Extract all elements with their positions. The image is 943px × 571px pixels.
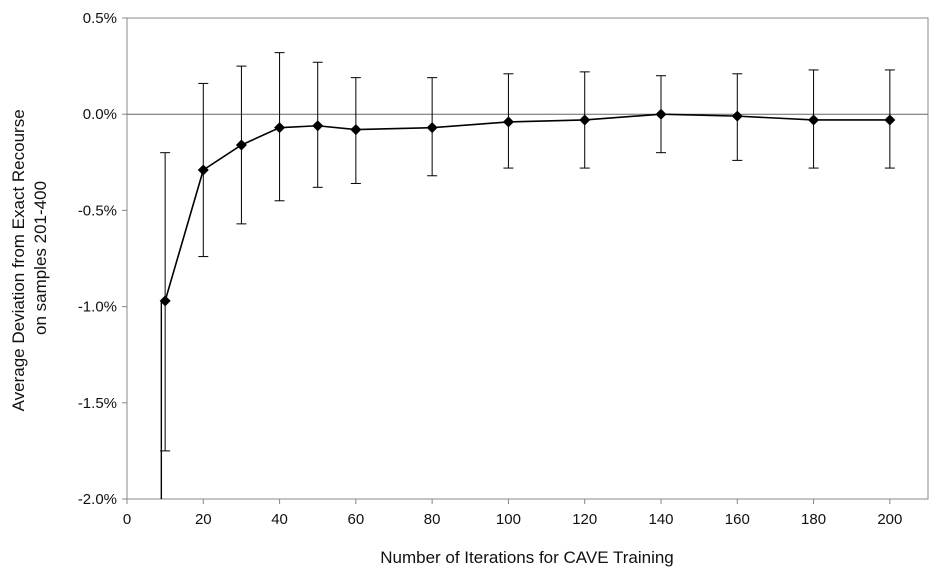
data-point (159, 295, 171, 307)
x-tick-label: 0 (123, 511, 131, 528)
x-tick-group: 0 20 40 60 80 100 120 140 160 180 200 (123, 499, 902, 528)
x-tick-label: 200 (877, 511, 902, 528)
y-axis-title: Average Deviation from Exact Recourse on… (9, 105, 50, 412)
y-tick-label: 0.0% (83, 106, 117, 123)
error-bar-group (160, 52, 895, 499)
y-axis-title-line-2: on samples 201-400 (31, 181, 50, 335)
x-tick-label: 80 (424, 511, 441, 528)
data-point (579, 114, 591, 126)
x-tick-label: 60 (348, 511, 365, 528)
series-line-group (164, 113, 890, 302)
y-tick-label: 0.5% (83, 10, 117, 27)
x-tick-label: 120 (572, 511, 597, 528)
data-point (274, 122, 286, 134)
data-point (884, 114, 896, 126)
x-tick-label: 20 (195, 511, 212, 528)
plot-frame (126, 17, 929, 500)
data-point (235, 139, 247, 151)
x-tick-label: 40 (271, 511, 288, 528)
data-point (350, 124, 362, 136)
y-tick-label: -1.0% (78, 299, 117, 316)
x-tick-label: 140 (648, 511, 673, 528)
data-point (655, 108, 667, 120)
y-tick-label: -2.0% (78, 491, 117, 508)
x-axis-title: Number of Iterations for CAVE Training (380, 548, 674, 567)
data-point (426, 122, 438, 134)
data-point (312, 120, 324, 132)
y-tick-label: -1.5% (78, 395, 117, 412)
data-point (197, 164, 209, 176)
data-point (502, 116, 514, 128)
y-tick-group: 0.5% 0.0% -0.5% -1.0% -1.5% -2.0% (78, 10, 127, 508)
series-line (164, 113, 890, 302)
data-point (808, 114, 820, 126)
data-point-group (159, 108, 896, 307)
x-tick-label: 160 (725, 511, 750, 528)
data-point (731, 110, 743, 122)
y-axis-title-line-1: Average Deviation from Exact Recourse (9, 109, 28, 411)
y-tick-label: -0.5% (78, 202, 117, 219)
x-tick-label: 100 (496, 511, 521, 528)
x-tick-label: 180 (801, 511, 826, 528)
